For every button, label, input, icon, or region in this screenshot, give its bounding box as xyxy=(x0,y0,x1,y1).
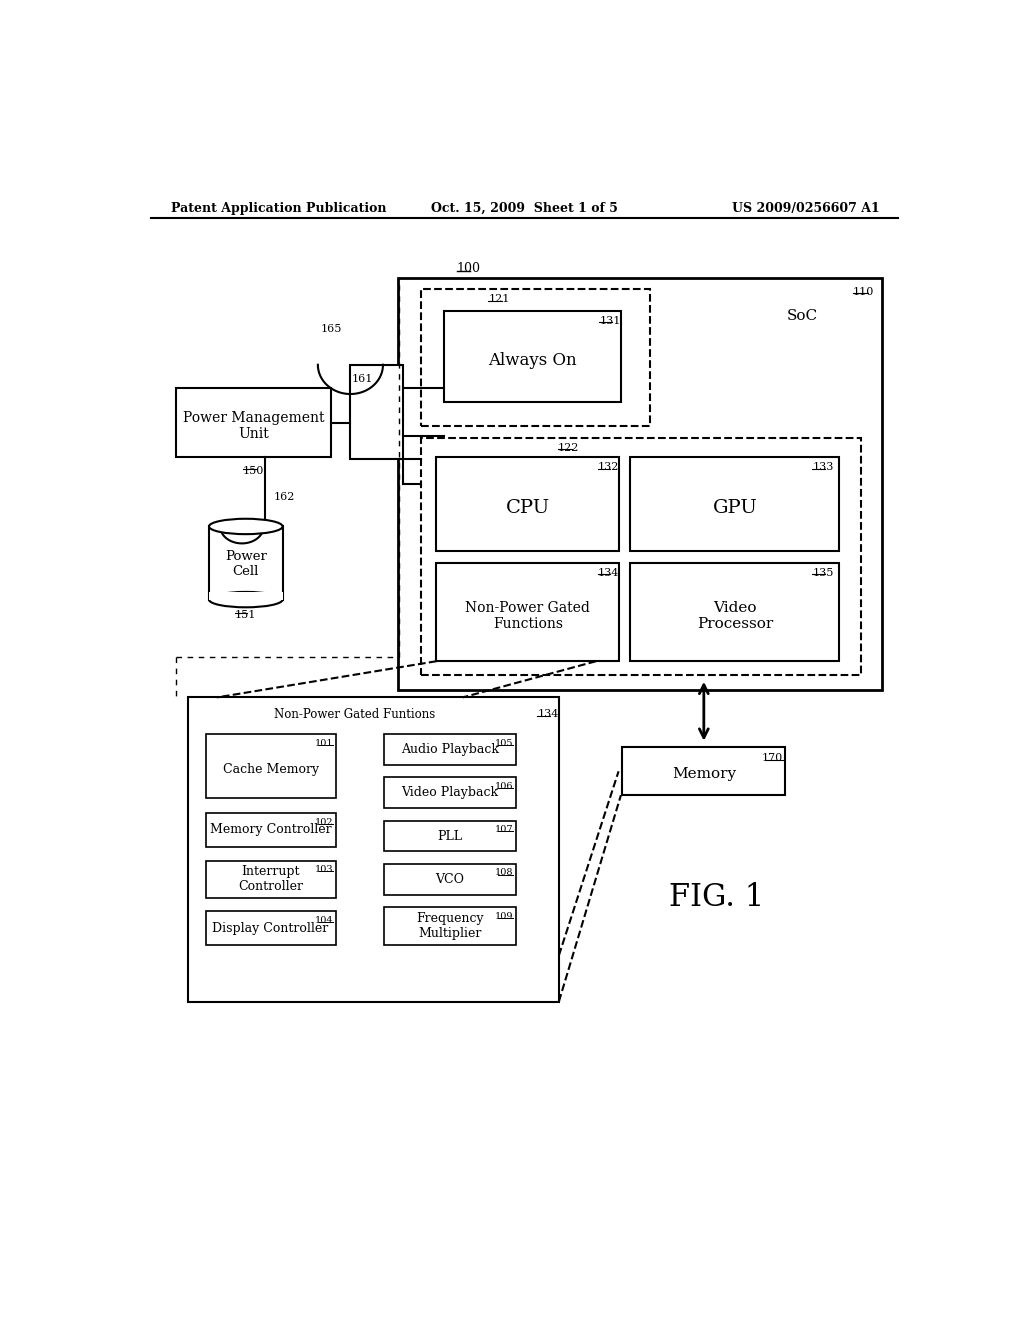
Text: CPU: CPU xyxy=(506,499,550,517)
Text: Audio Playback: Audio Playback xyxy=(400,743,499,756)
Text: 122: 122 xyxy=(558,444,580,453)
Text: Power
Cell: Power Cell xyxy=(225,550,266,578)
Bar xyxy=(421,289,649,426)
Text: 134: 134 xyxy=(598,568,620,578)
Text: 102: 102 xyxy=(314,817,334,826)
Text: GPU: GPU xyxy=(713,499,757,517)
Bar xyxy=(209,591,283,599)
Bar xyxy=(188,697,559,1002)
Bar xyxy=(350,364,403,459)
Text: FIG. 1: FIG. 1 xyxy=(670,882,765,913)
Text: Non-Power Gated
Functions: Non-Power Gated Functions xyxy=(466,601,591,631)
Text: 151: 151 xyxy=(234,610,256,620)
Text: 132: 132 xyxy=(598,462,620,473)
Bar xyxy=(397,277,882,689)
Text: 104: 104 xyxy=(314,916,334,925)
Text: VCO: VCO xyxy=(435,873,464,886)
Bar xyxy=(384,777,515,808)
Text: 103: 103 xyxy=(314,866,334,874)
Text: Power Management
Unit: Power Management Unit xyxy=(183,412,325,441)
Text: 150: 150 xyxy=(243,466,264,477)
Text: 101: 101 xyxy=(314,739,334,748)
Text: 134: 134 xyxy=(538,709,558,719)
Bar xyxy=(206,734,336,797)
Text: US 2009/0256607 A1: US 2009/0256607 A1 xyxy=(732,202,880,215)
Bar xyxy=(384,734,515,766)
Text: Always On: Always On xyxy=(488,351,577,368)
Text: Oct. 15, 2009  Sheet 1 of 5: Oct. 15, 2009 Sheet 1 of 5 xyxy=(431,202,618,215)
Bar xyxy=(206,911,336,945)
Text: 161: 161 xyxy=(351,374,373,384)
Text: Video Playback: Video Playback xyxy=(401,787,499,800)
Bar xyxy=(384,907,515,945)
Text: 109: 109 xyxy=(495,912,513,920)
Text: Interrupt
Controller: Interrupt Controller xyxy=(239,865,303,894)
Bar xyxy=(630,562,840,661)
Text: Display Controller: Display Controller xyxy=(212,921,329,935)
Text: 165: 165 xyxy=(321,325,342,334)
Text: 121: 121 xyxy=(488,294,510,305)
Bar xyxy=(444,312,621,401)
Text: 110: 110 xyxy=(853,286,874,297)
Text: 170: 170 xyxy=(762,754,783,763)
Text: 105: 105 xyxy=(495,739,513,748)
Text: Video
Processor: Video Processor xyxy=(696,601,773,631)
Text: PLL: PLL xyxy=(437,829,462,842)
Text: SoC: SoC xyxy=(786,309,818,323)
Bar xyxy=(206,813,336,847)
Ellipse shape xyxy=(209,591,283,607)
Text: Patent Application Publication: Patent Application Publication xyxy=(171,202,386,215)
Text: 133: 133 xyxy=(812,462,834,473)
Text: 131: 131 xyxy=(599,315,621,326)
Bar xyxy=(384,863,515,895)
Bar xyxy=(176,388,331,457)
Text: Cache Memory: Cache Memory xyxy=(222,763,318,776)
Text: Memory Controller: Memory Controller xyxy=(210,824,332,837)
Text: Frequency
Multiplier: Frequency Multiplier xyxy=(416,912,483,940)
Bar xyxy=(209,527,283,599)
Bar xyxy=(206,861,336,898)
Bar xyxy=(384,821,515,851)
Bar xyxy=(436,562,620,661)
Text: 107: 107 xyxy=(495,825,513,834)
Ellipse shape xyxy=(209,519,283,535)
Text: 108: 108 xyxy=(495,869,513,878)
Text: 135: 135 xyxy=(812,568,834,578)
Bar xyxy=(421,438,861,675)
Bar xyxy=(630,457,840,552)
Text: Memory: Memory xyxy=(672,767,736,781)
Text: 100: 100 xyxy=(457,261,480,275)
Text: Non-Power Gated Funtions: Non-Power Gated Funtions xyxy=(273,708,435,721)
Text: 162: 162 xyxy=(273,492,295,502)
Bar xyxy=(436,457,620,552)
Bar xyxy=(623,747,785,795)
Text: 106: 106 xyxy=(495,783,513,791)
